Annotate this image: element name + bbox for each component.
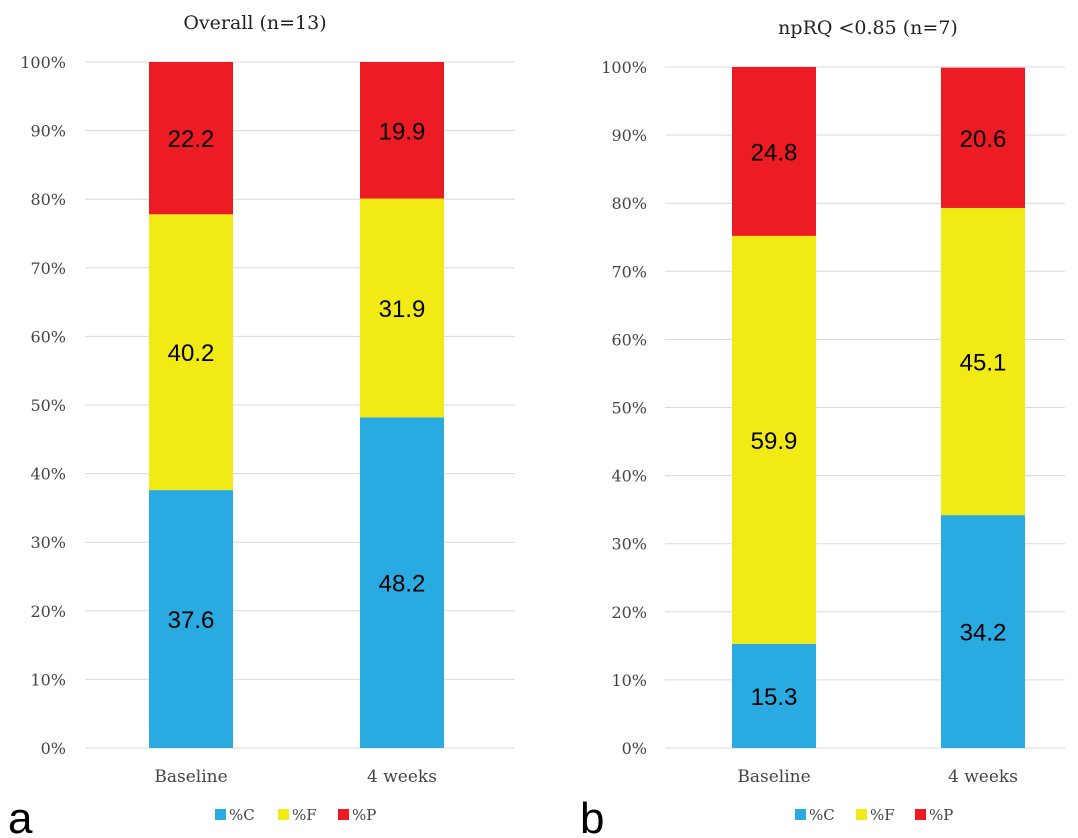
chart2-data-label-f-1: 45.1 bbox=[960, 350, 1007, 377]
chart1-y-tick-label: 20% bbox=[30, 602, 66, 621]
chart2-category-label: 4 weeks bbox=[948, 767, 1018, 787]
chart2-bar-c-1 bbox=[941, 515, 1025, 748]
chart2-y-tick-label: 80% bbox=[611, 194, 647, 213]
chart2-y-tick-label: 10% bbox=[611, 671, 647, 690]
chart1-bar-f-0 bbox=[149, 214, 233, 491]
chart2-legend-swatch-c bbox=[795, 809, 806, 820]
chart1-y-tick-label: 60% bbox=[30, 327, 66, 346]
chart1-legend-swatch-p bbox=[338, 809, 349, 820]
chart1-title: Overall (n=13) bbox=[183, 12, 326, 34]
chart1-data-label-c-0: 37.6 bbox=[168, 607, 215, 634]
chart1-legend-label: %C bbox=[229, 806, 255, 824]
chart2-bar-f-0 bbox=[732, 235, 816, 644]
chart1-legend-label: %P bbox=[352, 806, 376, 824]
chart1-y-tick-label: 50% bbox=[30, 396, 66, 415]
chart2-y-tick-label: 30% bbox=[611, 535, 647, 554]
chart2-y-tick-label: 70% bbox=[611, 262, 647, 281]
chart1-data-label-p-0: 22.2 bbox=[168, 126, 215, 153]
chart2-data-label-c-1: 34.2 bbox=[960, 620, 1007, 647]
chart2-legend-label: %F bbox=[870, 806, 895, 824]
chart1-y-tick-label: 10% bbox=[30, 670, 66, 689]
chart2-y-tick-label: 50% bbox=[611, 399, 647, 418]
chart1-bar-f-1 bbox=[360, 198, 444, 418]
chart2-y-tick-label: 90% bbox=[611, 126, 647, 145]
chart1-y-tick-label: 80% bbox=[30, 190, 66, 209]
chart1-y-tick-label: 30% bbox=[30, 533, 66, 552]
chart1-category-label: 4 weeks bbox=[367, 767, 437, 787]
chart2-data-label-p-1: 20.6 bbox=[960, 126, 1007, 153]
chart1-data-label-f-1: 31.9 bbox=[379, 296, 426, 323]
chart2-legend-swatch-p bbox=[915, 809, 926, 820]
chart2-bar-f-1 bbox=[941, 207, 1025, 516]
chart2-legend-label: %C bbox=[809, 806, 835, 824]
chart2-bar-c-0 bbox=[732, 643, 816, 748]
chart1-panel-label: a bbox=[8, 794, 33, 838]
chart2-data-label-p-0: 24.8 bbox=[751, 139, 798, 166]
chart1-y-tick-label: 100% bbox=[20, 53, 66, 72]
chart2-y-tick-label: 20% bbox=[611, 603, 647, 622]
chart1-legend-label: %F bbox=[292, 806, 317, 824]
chart1-bar-c-0 bbox=[149, 490, 233, 748]
chart1-data-label-c-1: 48.2 bbox=[379, 571, 426, 598]
chart1-legend-swatch-c bbox=[215, 809, 226, 820]
chart1-y-tick-label: 0% bbox=[41, 739, 66, 758]
chart2-legend-label: %P bbox=[929, 806, 953, 824]
chart2-panel-label: b bbox=[580, 794, 604, 838]
chart1-y-tick-label: 90% bbox=[30, 122, 66, 141]
chart2-y-tick-label: 60% bbox=[611, 330, 647, 349]
chart2-bar-p-1 bbox=[941, 67, 1025, 208]
chart1-data-label-f-0: 40.2 bbox=[168, 340, 215, 367]
chart1-bar-p-1 bbox=[360, 62, 444, 199]
chart1-y-tick-label: 40% bbox=[30, 465, 66, 484]
chart1-data-label-p-1: 19.9 bbox=[379, 118, 426, 145]
chart2-y-tick-label: 100% bbox=[601, 58, 647, 77]
chart2-legend-swatch-f bbox=[856, 809, 867, 820]
chart2-y-tick-label: 40% bbox=[611, 467, 647, 486]
chart2-y-tick-label: 0% bbox=[622, 739, 647, 758]
chart2-data-label-c-0: 15.3 bbox=[751, 684, 798, 711]
chart2-category-label: Baseline bbox=[737, 767, 810, 787]
chart2-bar-p-0 bbox=[732, 67, 816, 236]
chart2-data-label-f-0: 59.9 bbox=[751, 428, 798, 455]
chart1-y-tick-label: 70% bbox=[30, 259, 66, 278]
chart1-legend-swatch-f bbox=[278, 809, 289, 820]
chart1-bar-c-1 bbox=[360, 417, 444, 748]
chart1-bar-p-0 bbox=[149, 62, 233, 215]
chart2-title: npRQ <0.85 (n=7) bbox=[778, 17, 958, 39]
chart1-category-label: Baseline bbox=[154, 767, 227, 787]
